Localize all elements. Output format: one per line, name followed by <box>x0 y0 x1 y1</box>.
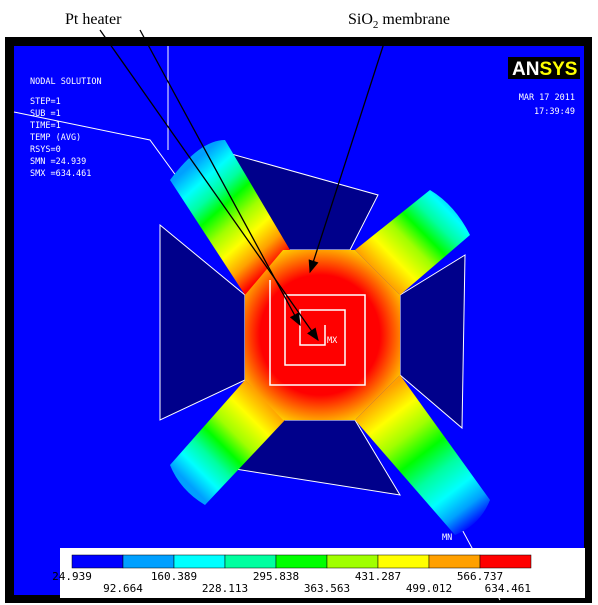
legend-label: 24.939 <box>52 570 92 583</box>
membrane-label: SiO2 membrane <box>348 11 450 31</box>
date: MAR 17 2011 <box>519 93 575 103</box>
info-line: RSYS=0 <box>30 145 61 155</box>
heater-label: Pt heater <box>65 11 122 28</box>
info-line: SMN =24.939 <box>30 157 86 167</box>
legend-swatch <box>72 555 123 568</box>
legend-swatch <box>174 555 225 568</box>
legend-swatch <box>429 555 480 568</box>
legend-label: 363.563 <box>304 582 350 595</box>
max-marker: MX <box>327 336 338 346</box>
page: {"annotations": {"heater": "Pt heater", … <box>0 0 598 605</box>
legend-label: 431.287 <box>355 570 401 583</box>
time: 17:39:49 <box>534 107 575 117</box>
legend-swatch <box>123 555 174 568</box>
legend: 24.939 92.664 160.389 228.113 295.838 363.563… <box>52 548 585 598</box>
info-line: TIME=1 <box>30 121 61 131</box>
legend-swatch <box>378 555 429 568</box>
legend-label: 634.461 <box>485 582 531 595</box>
legend-swatch <box>276 555 327 568</box>
legend-label: 295.838 <box>253 570 299 583</box>
info-line: NODAL SOLUTION <box>30 77 102 87</box>
logo: ANSYS <box>512 59 577 80</box>
legend-label: 228.113 <box>202 582 248 595</box>
legend-label: 160.389 <box>151 570 197 583</box>
membrane-center <box>245 250 400 420</box>
info-line: SMX =634.461 <box>30 169 91 179</box>
min-marker: MN <box>442 533 452 543</box>
info-line: STEP=1 <box>30 97 61 107</box>
legend-swatch <box>225 555 276 568</box>
legend-swatch <box>327 555 378 568</box>
legend-label: 92.664 <box>103 582 143 595</box>
info-line: TEMP (AVG) <box>30 133 81 143</box>
figure: Pt heater SiO2 membrane MX MN ANSYS MAR … <box>0 0 598 605</box>
legend-label: 499.012 <box>406 582 452 595</box>
legend-swatch <box>480 555 531 568</box>
info-line: SUB =1 <box>30 109 61 119</box>
